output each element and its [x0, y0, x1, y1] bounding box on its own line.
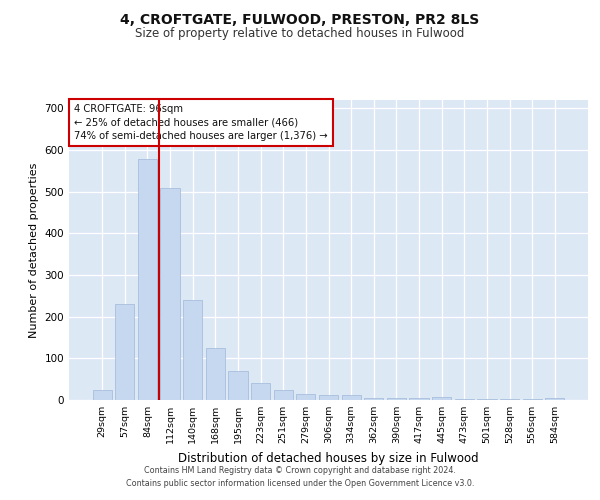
- Text: 4 CROFTGATE: 96sqm
← 25% of detached houses are smaller (466)
74% of semi-detach: 4 CROFTGATE: 96sqm ← 25% of detached hou…: [74, 104, 328, 141]
- Bar: [432, 396, 451, 400]
- Bar: [545, 398, 565, 400]
- Bar: [206, 348, 225, 400]
- Bar: [115, 304, 134, 400]
- Bar: [160, 188, 180, 400]
- Text: Size of property relative to detached houses in Fulwood: Size of property relative to detached ho…: [136, 28, 464, 40]
- X-axis label: Distribution of detached houses by size in Fulwood: Distribution of detached houses by size …: [178, 452, 479, 464]
- Bar: [183, 300, 202, 400]
- Bar: [229, 371, 248, 400]
- Bar: [477, 399, 497, 400]
- Bar: [251, 384, 270, 400]
- Bar: [523, 399, 542, 400]
- Bar: [296, 394, 316, 400]
- Bar: [341, 395, 361, 400]
- Bar: [500, 399, 519, 400]
- Text: 4, CROFTGATE, FULWOOD, PRESTON, PR2 8LS: 4, CROFTGATE, FULWOOD, PRESTON, PR2 8LS: [121, 12, 479, 26]
- Bar: [364, 398, 383, 400]
- Text: Contains HM Land Registry data © Crown copyright and database right 2024.
Contai: Contains HM Land Registry data © Crown c…: [126, 466, 474, 487]
- Bar: [92, 390, 112, 400]
- Y-axis label: Number of detached properties: Number of detached properties: [29, 162, 39, 338]
- Bar: [319, 395, 338, 400]
- Bar: [138, 159, 157, 400]
- Bar: [387, 398, 406, 400]
- Bar: [455, 399, 474, 400]
- Bar: [409, 398, 428, 400]
- Bar: [274, 390, 293, 400]
